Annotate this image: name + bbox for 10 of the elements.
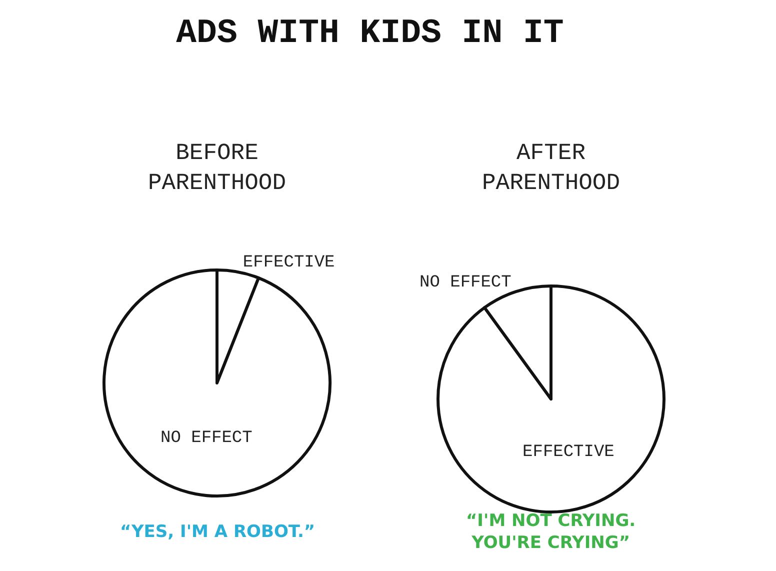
pie-slice	[102, 268, 332, 498]
chart-title: AFTER PARENTHOOD	[482, 140, 620, 196]
text: “I'M NOT CRYING. YOU'RE CRYING”	[466, 511, 636, 554]
slice-label: EFFECTIVE	[242, 253, 335, 272]
chart-subtitle: BEFORE PARENTHOOD	[148, 140, 286, 196]
slice-label: NO EFFECT	[160, 429, 252, 448]
slice-label: EFFECTIVE	[522, 443, 614, 462]
chart-title: ADS WITH KIDS IN IT	[176, 14, 564, 53]
slice-label: NO EFFECT	[420, 273, 512, 292]
text: “YES, I'M A ROBOT.”	[120, 522, 316, 542]
